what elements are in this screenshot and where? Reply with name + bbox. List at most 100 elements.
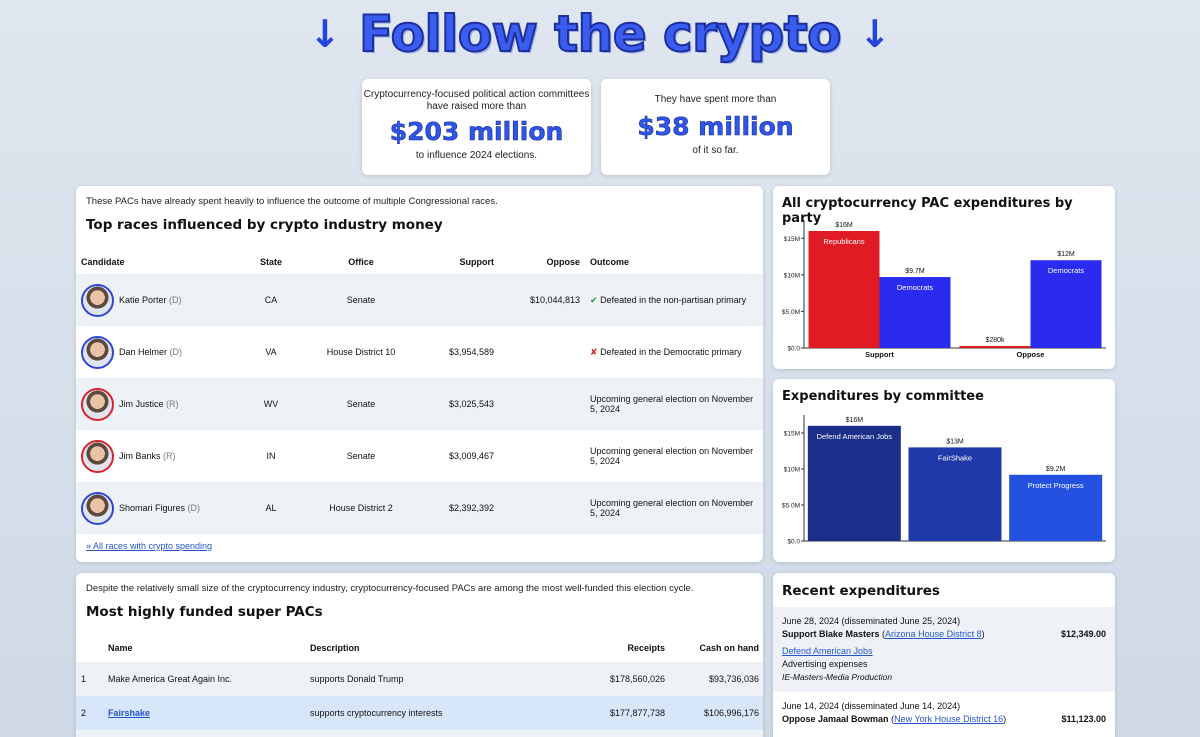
races-intro: These PACs have already spent heavily to… xyxy=(86,196,498,207)
col-header-name[interactable]: Name xyxy=(108,643,133,653)
y-tick-label: $0.0 xyxy=(787,539,800,546)
receipts-cell: $177,877,738 xyxy=(609,708,665,718)
category-label: Support xyxy=(865,350,894,359)
table-row[interactable]: Jim Banks (R) IN Senate $3,009,467 Upcom… xyxy=(76,430,763,482)
table-row[interactable]: Dan Helmer (D) VA House District 10 $3,9… xyxy=(76,326,763,378)
y-tick-label: $0.0 xyxy=(787,346,800,353)
expenditure-purpose: Advertising expenses xyxy=(782,659,868,669)
pac-name-link[interactable]: Fairshake xyxy=(108,708,151,718)
office-cell: Senate xyxy=(346,451,376,461)
pacs-table-header: Name Description Receipts Cash on hand xyxy=(76,634,763,662)
races-table: Candidate State Office Support Oppose Ou… xyxy=(76,250,763,534)
col-header-cash[interactable]: Cash on hand xyxy=(699,643,759,653)
spent-stat-card: They have spent more than $38 million of… xyxy=(601,79,830,175)
committee-link[interactable]: Defend American Jobs xyxy=(782,646,873,656)
support-cell: $3,025,543 xyxy=(448,399,494,409)
pacs-intro: Despite the relatively small size of the… xyxy=(86,583,694,594)
all-races-link[interactable]: » All races with crypto spending xyxy=(86,541,213,551)
rank-cell: 2 xyxy=(81,708,87,718)
receipts-cell: $178,560,026 xyxy=(609,674,665,684)
bar-democrats-support xyxy=(879,277,951,348)
rank-cell: 1 xyxy=(81,674,87,684)
series-label: Democrats xyxy=(1048,266,1085,275)
recent-expenditures-card: Recent expenditures June 28, 2024 (disse… xyxy=(773,573,1115,737)
col-header-outcome[interactable]: Outcome xyxy=(590,257,630,267)
avatar xyxy=(81,335,114,369)
data-label: $12M xyxy=(1057,251,1075,258)
party-label: (R) xyxy=(166,399,179,409)
state-cell: WV xyxy=(263,399,279,409)
table-row[interactable]: Katie Porter (D) CA Senate $10,044,813 ✔… xyxy=(76,274,763,326)
party-label: (D) xyxy=(187,503,201,513)
pac-description: supports Donald Trump xyxy=(310,674,404,684)
party-expenditure-chart: $0.0 $5.0M $10M $15M $16M Republicans $9.7M Dem… xyxy=(782,220,1106,359)
y-tick-label: $15M xyxy=(784,236,800,243)
races-table-header: Candidate State Office Support Oppose Ou… xyxy=(76,250,763,274)
bar-republicans-oppose xyxy=(959,345,1031,348)
col-header-office[interactable]: Office xyxy=(348,257,374,267)
table-row[interactable]: 2 Fairshake supports cryptocurrency inte… xyxy=(76,696,763,730)
stat-post-text: of it so far. xyxy=(692,145,739,156)
raised-amount: $203 million xyxy=(389,117,564,147)
support-cell: $2,392,392 xyxy=(448,503,494,513)
stat-pre-text: They have spent more than xyxy=(654,94,777,105)
expenditure-action: Oppose Jamaal Bowman xyxy=(782,714,889,724)
category-label: FairShake xyxy=(938,453,972,462)
avatar xyxy=(81,387,114,421)
avatar xyxy=(81,283,114,317)
y-tick-label: $10M xyxy=(784,467,800,474)
col-header-candidate[interactable]: Candidate xyxy=(81,257,125,267)
candidate-name: Katie Porter xyxy=(119,295,167,305)
candidate-name: Dan Helmer xyxy=(119,347,168,357)
expenditure-action: Support Blake Masters xyxy=(782,629,880,639)
party-label: (D) xyxy=(169,347,183,357)
outcome-text: Upcoming general election on November 5,… xyxy=(590,394,754,414)
state-cell: IN xyxy=(266,451,276,461)
office-cell: House District 10 xyxy=(326,347,396,357)
table-row xyxy=(76,730,763,737)
hero-banner: ↓ Follow the crypto ↓ xyxy=(0,2,1200,66)
expenditure-date: June 28, 2024 (disseminated June 25, 202… xyxy=(782,616,961,626)
col-header-state[interactable]: State xyxy=(259,257,282,267)
chart-title: Expenditures by committee xyxy=(782,389,984,404)
committee-chart-card: Expenditures by committee $0.0 $5.0M $10M $… xyxy=(773,379,1115,562)
data-label: $16M xyxy=(835,222,853,229)
raised-stat-card: Cryptocurrency-focused political action … xyxy=(362,79,591,175)
down-arrow-icon: ↓ xyxy=(858,12,891,56)
recent-heading: Recent expenditures xyxy=(782,583,940,599)
support-cell: $3,009,467 xyxy=(448,451,494,461)
col-header-support[interactable]: Support xyxy=(459,257,495,267)
race-link[interactable]: New York House District 16 xyxy=(894,714,1004,724)
chart-title: All cryptocurrency PAC expenditures by p… xyxy=(782,196,1073,226)
data-label: $9.7M xyxy=(905,268,925,275)
table-row[interactable]: Jim Justice (R) WV Senate $3,025,543 Upc… xyxy=(76,378,763,430)
data-label: $16M xyxy=(846,417,864,424)
support-cell: $3,954,589 xyxy=(448,347,494,357)
super-pacs-card: Despite the relatively small size of the… xyxy=(76,573,763,737)
series-label: Democrats xyxy=(897,283,934,292)
outcome-text: Upcoming general election on November 5,… xyxy=(590,446,754,466)
data-label: $280k xyxy=(985,337,1005,344)
race-link[interactable]: Arizona House District 8 xyxy=(885,629,982,639)
table-row[interactable]: Shomari Figures (D) AL House District 2 … xyxy=(76,482,763,534)
bar-fairshake xyxy=(908,447,1002,541)
col-header-oppose[interactable]: Oppose xyxy=(546,257,580,267)
col-header-receipts[interactable]: Receipts xyxy=(627,643,665,653)
avatar xyxy=(81,439,114,473)
table-row[interactable]: 1 Make America Great Again Inc. supports… xyxy=(76,662,763,696)
candidate-name: Jim Justice xyxy=(119,399,164,409)
y-tick-label: $10M xyxy=(784,272,800,279)
expenditure-amount: $12,349.00 xyxy=(1060,629,1106,639)
expenditure-date: June 14, 2024 (disseminated June 14, 202… xyxy=(782,701,961,711)
spent-amount: $38 million xyxy=(637,112,794,142)
bar-republicans-support xyxy=(808,230,880,348)
cash-cell: $93,736,036 xyxy=(708,674,759,684)
data-label: $9.2M xyxy=(1046,466,1066,473)
bar-democrats-oppose xyxy=(1030,260,1102,348)
top-races-card: These PACs have already spent heavily to… xyxy=(76,186,763,562)
races-heading: Top races influenced by crypto industry … xyxy=(86,217,443,233)
col-header-description[interactable]: Description xyxy=(310,643,360,653)
bar-protect-progress xyxy=(1009,474,1103,541)
expenditure-item: June 28, 2024 (disseminated June 25, 202… xyxy=(773,607,1115,692)
pac-name: Make America Great Again Inc. xyxy=(108,674,233,684)
